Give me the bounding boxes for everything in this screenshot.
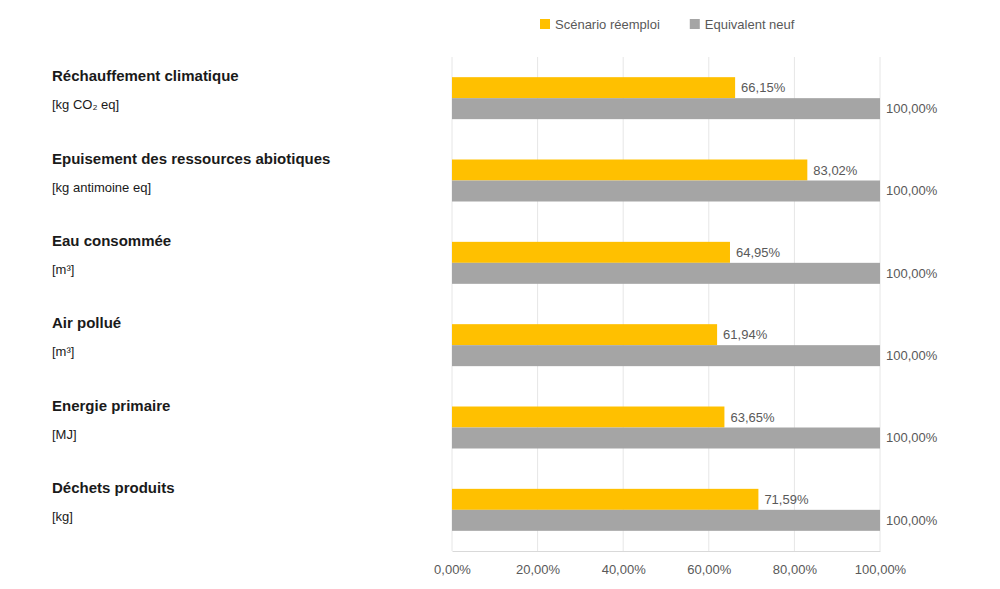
data-label: 100,00% bbox=[886, 348, 938, 363]
grid-line bbox=[623, 57, 624, 551]
grid-line bbox=[880, 57, 881, 551]
category-label: Eau consommée bbox=[52, 232, 171, 249]
category-label: Epuisement des ressources abiotiques bbox=[52, 150, 330, 167]
category-unit: [kg] bbox=[52, 509, 73, 524]
grid-line bbox=[452, 57, 453, 551]
data-label: 100,00% bbox=[886, 513, 938, 528]
category-unit: [m³] bbox=[52, 262, 74, 277]
category-label: Réchauffement climatique bbox=[52, 67, 239, 84]
category-unit: [kg antimoine eq] bbox=[52, 180, 151, 195]
tick: 100,00% bbox=[855, 551, 907, 577]
data-label: 61,94% bbox=[723, 327, 768, 342]
bar bbox=[452, 98, 880, 119]
data-label: 64,95% bbox=[736, 245, 781, 260]
bar bbox=[452, 263, 880, 284]
grid-line bbox=[794, 57, 795, 551]
legend-label: Scénario réemploi bbox=[555, 17, 660, 32]
tick: 0,00% bbox=[434, 551, 471, 577]
legend-item: Scénario réemploi bbox=[540, 17, 660, 32]
bar bbox=[452, 181, 880, 202]
bar bbox=[452, 489, 758, 510]
legend-item: Equivalent neuf bbox=[690, 17, 795, 32]
category-unit: [kg CO₂ eq] bbox=[52, 97, 119, 112]
bar bbox=[452, 510, 880, 531]
grid bbox=[452, 57, 880, 551]
bar bbox=[452, 324, 717, 345]
legend-swatch bbox=[690, 19, 700, 29]
axis-line bbox=[453, 551, 881, 552]
bar bbox=[452, 242, 730, 263]
chart: 0,00% 20,00% 40,00% 60,00% 80,00% 100,00% Réch… bbox=[0, 0, 1000, 589]
data-label: 100,00% bbox=[886, 183, 938, 198]
data-label: 71,59% bbox=[764, 492, 809, 507]
tick: 40,00% bbox=[602, 551, 647, 577]
category-label: Air pollué bbox=[52, 314, 121, 331]
tick-label: 0,00% bbox=[434, 562, 471, 577]
category-unit: [MJ] bbox=[52, 427, 77, 442]
tick-label: 100,00% bbox=[855, 562, 907, 577]
data-label: 100,00% bbox=[886, 266, 938, 281]
legend-swatch bbox=[540, 19, 550, 29]
legend: Scénario réemploi Equivalent neuf bbox=[540, 17, 795, 32]
bar bbox=[452, 407, 724, 428]
data-label: 100,00% bbox=[886, 101, 938, 116]
grid-line bbox=[708, 57, 709, 551]
tick: 20,00% bbox=[516, 551, 561, 577]
category-unit: [m³] bbox=[52, 344, 74, 359]
tick-label: 60,00% bbox=[687, 562, 732, 577]
data-label: 100,00% bbox=[886, 430, 938, 445]
bar bbox=[452, 345, 880, 366]
x-axis: 0,00% 20,00% 40,00% 60,00% 80,00% 100,00% bbox=[434, 551, 907, 577]
category-labels: Réchauffement climatique [kg CO₂ eq] Epuis… bbox=[52, 67, 330, 524]
category-label: Déchets produits bbox=[52, 479, 175, 496]
category-label: Energie primaire bbox=[52, 397, 170, 414]
data-label: 63,65% bbox=[730, 410, 775, 425]
bar bbox=[452, 160, 807, 181]
tick-label: 20,00% bbox=[516, 562, 561, 577]
tick-label: 40,00% bbox=[602, 562, 647, 577]
grid-line bbox=[537, 57, 538, 551]
data-label: 83,02% bbox=[813, 163, 858, 178]
tick: 60,00% bbox=[687, 551, 732, 577]
legend-label: Equivalent neuf bbox=[705, 17, 795, 32]
tick: 80,00% bbox=[773, 551, 818, 577]
tick-label: 80,00% bbox=[773, 562, 818, 577]
data-labels: 66,15% 83,02% 64,95% 61,94% 63,65% 71,59% 100,… bbox=[723, 80, 938, 528]
data-label: 66,15% bbox=[741, 80, 786, 95]
bar bbox=[452, 77, 735, 98]
bars bbox=[452, 77, 880, 531]
bar bbox=[452, 428, 880, 449]
